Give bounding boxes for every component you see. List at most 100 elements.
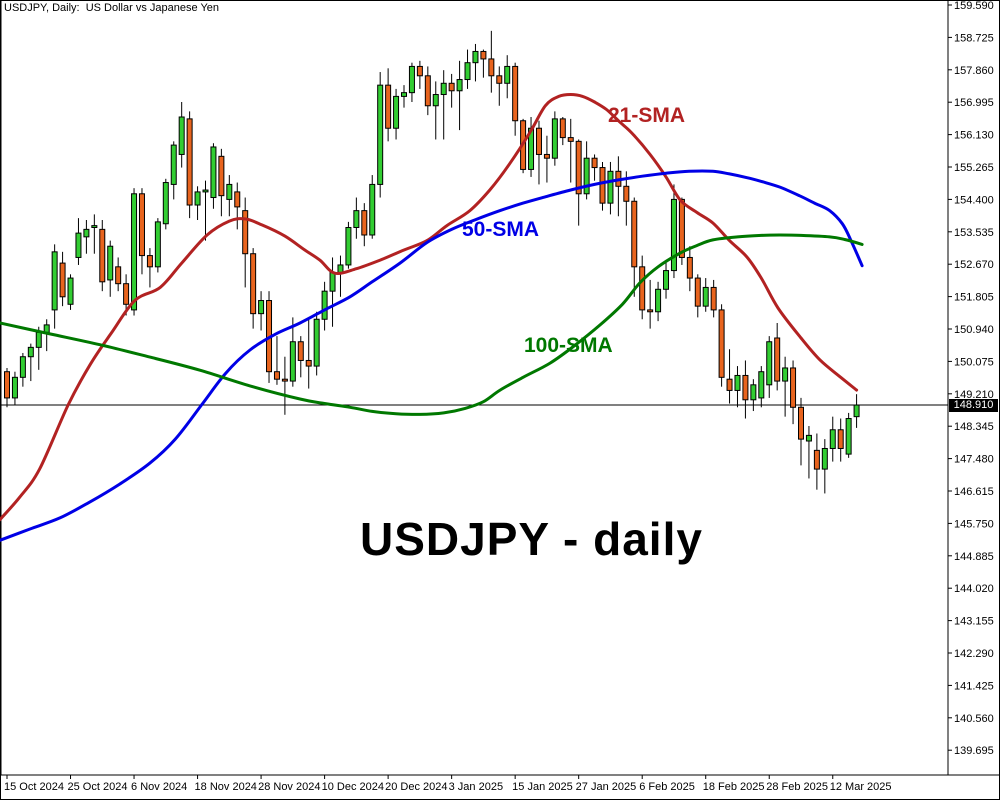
- bull-candle: [11, 376, 18, 399]
- price-tick-label: 151.805: [954, 292, 994, 304]
- price-tick-label: 152.670: [954, 259, 994, 271]
- bull-candle: [734, 374, 741, 391]
- bull-candle: [353, 210, 360, 228]
- time-tick-label: 18 Feb 2025: [703, 781, 765, 793]
- bull-candle: [583, 157, 590, 195]
- bear-candle: [186, 118, 193, 206]
- bull-candle: [154, 221, 161, 268]
- bear-candle: [543, 153, 550, 159]
- bear-candle: [678, 198, 685, 258]
- price-tick-label: 145.750: [954, 518, 994, 530]
- bear-candle: [496, 75, 503, 84]
- bear-candle: [146, 255, 153, 268]
- bear-candle: [718, 309, 725, 378]
- price-tick-label: 143.155: [954, 616, 994, 628]
- price-tick-label: 156.130: [954, 130, 994, 142]
- bull-candle: [289, 341, 296, 382]
- bear-candle: [242, 210, 249, 255]
- current-price-badge: 148.910: [949, 399, 998, 412]
- symbol-watermark: USDJPY - daily: [360, 513, 703, 565]
- bull-candle: [464, 62, 471, 81]
- bear-candle: [250, 253, 257, 315]
- bull-candle: [401, 92, 407, 97]
- bear-candle: [281, 378, 288, 382]
- bear-candle: [234, 191, 241, 208]
- price-tick-label: 148.345: [954, 421, 994, 433]
- price-tick-label: 144.885: [954, 551, 994, 563]
- price-tick-label: 150.075: [954, 356, 994, 368]
- time-tick-label: 28 Nov 2024: [258, 781, 320, 793]
- bull-candle: [504, 65, 511, 84]
- time-tick-label: 10 Dec 2024: [322, 781, 384, 793]
- price-tick-label: 146.615: [954, 486, 994, 498]
- bull-candle: [782, 367, 789, 382]
- bull-candle: [178, 116, 185, 155]
- bear-candle: [774, 337, 781, 382]
- bull-candle: [43, 324, 50, 333]
- bull-candle: [162, 182, 169, 225]
- price-tick-label: 157.860: [954, 65, 994, 77]
- time-tick-label: 6 Nov 2024: [131, 781, 187, 793]
- bear-candle: [218, 155, 225, 197]
- time-tick-label: 6 Feb 2025: [639, 781, 695, 793]
- bear-candle: [385, 84, 392, 129]
- bull-candle: [758, 371, 765, 399]
- time-tick-label: 15 Jan 2025: [512, 781, 573, 793]
- sma-50-label: 50-SMA: [462, 218, 540, 241]
- bull-candle: [27, 346, 34, 358]
- bear-candle: [361, 210, 368, 236]
- bear-candle: [4, 371, 10, 399]
- price-tick-label: 153.535: [954, 227, 994, 239]
- bull-candle: [551, 118, 558, 159]
- time-tick-label: 15 Oct 2024: [4, 781, 64, 793]
- bull-candle: [750, 384, 757, 401]
- price-tick-label: 159.590: [954, 0, 994, 12]
- bear-candle: [591, 157, 598, 169]
- bull-candle: [75, 232, 82, 258]
- time-tick-label: 27 Jan 2025: [576, 781, 637, 793]
- bull-candle: [408, 65, 415, 94]
- bear-candle: [710, 286, 717, 311]
- sma-100-label: 100-SMA: [524, 334, 613, 357]
- price-tick-label: 140.560: [954, 713, 994, 725]
- time-tick-label: 25 Oct 2024: [68, 781, 128, 793]
- bull-candle: [821, 447, 828, 470]
- bear-candle: [575, 140, 582, 195]
- bull-candle: [337, 264, 344, 273]
- price-tick-label: 139.695: [954, 745, 994, 757]
- bull-candle: [51, 251, 58, 311]
- bull-candle: [766, 341, 773, 386]
- bull-candle: [655, 288, 662, 313]
- bear-candle: [567, 137, 574, 142]
- bull-candle: [107, 245, 114, 281]
- bull-candle: [853, 404, 860, 418]
- bull-candle: [393, 95, 400, 129]
- bull-candle: [440, 82, 447, 96]
- bull-candle: [369, 183, 376, 236]
- bull-candle: [131, 193, 138, 311]
- price-tick-label: 156.995: [954, 97, 994, 109]
- bull-candle: [170, 144, 177, 185]
- bull-candle: [805, 434, 812, 442]
- bull-candle: [194, 191, 201, 206]
- bull-candle: [321, 290, 328, 320]
- price-tick-label: 150.940: [954, 324, 994, 336]
- bull-candle: [329, 271, 336, 292]
- bear-candle: [305, 359, 312, 367]
- price-tick-label: 144.020: [954, 583, 994, 595]
- bear-candle: [297, 341, 304, 361]
- sma-21-label: 21-SMA: [608, 104, 686, 127]
- bull-candle: [19, 356, 26, 378]
- bear-candle: [488, 58, 495, 77]
- bull-candle: [377, 84, 384, 185]
- bull-candle: [91, 225, 98, 228]
- bear-candle: [813, 449, 820, 470]
- price-tick-label: 141.425: [954, 680, 994, 692]
- bear-candle: [790, 367, 797, 408]
- bull-candle: [432, 94, 439, 107]
- bear-candle: [559, 118, 566, 139]
- bull-candle: [829, 429, 836, 449]
